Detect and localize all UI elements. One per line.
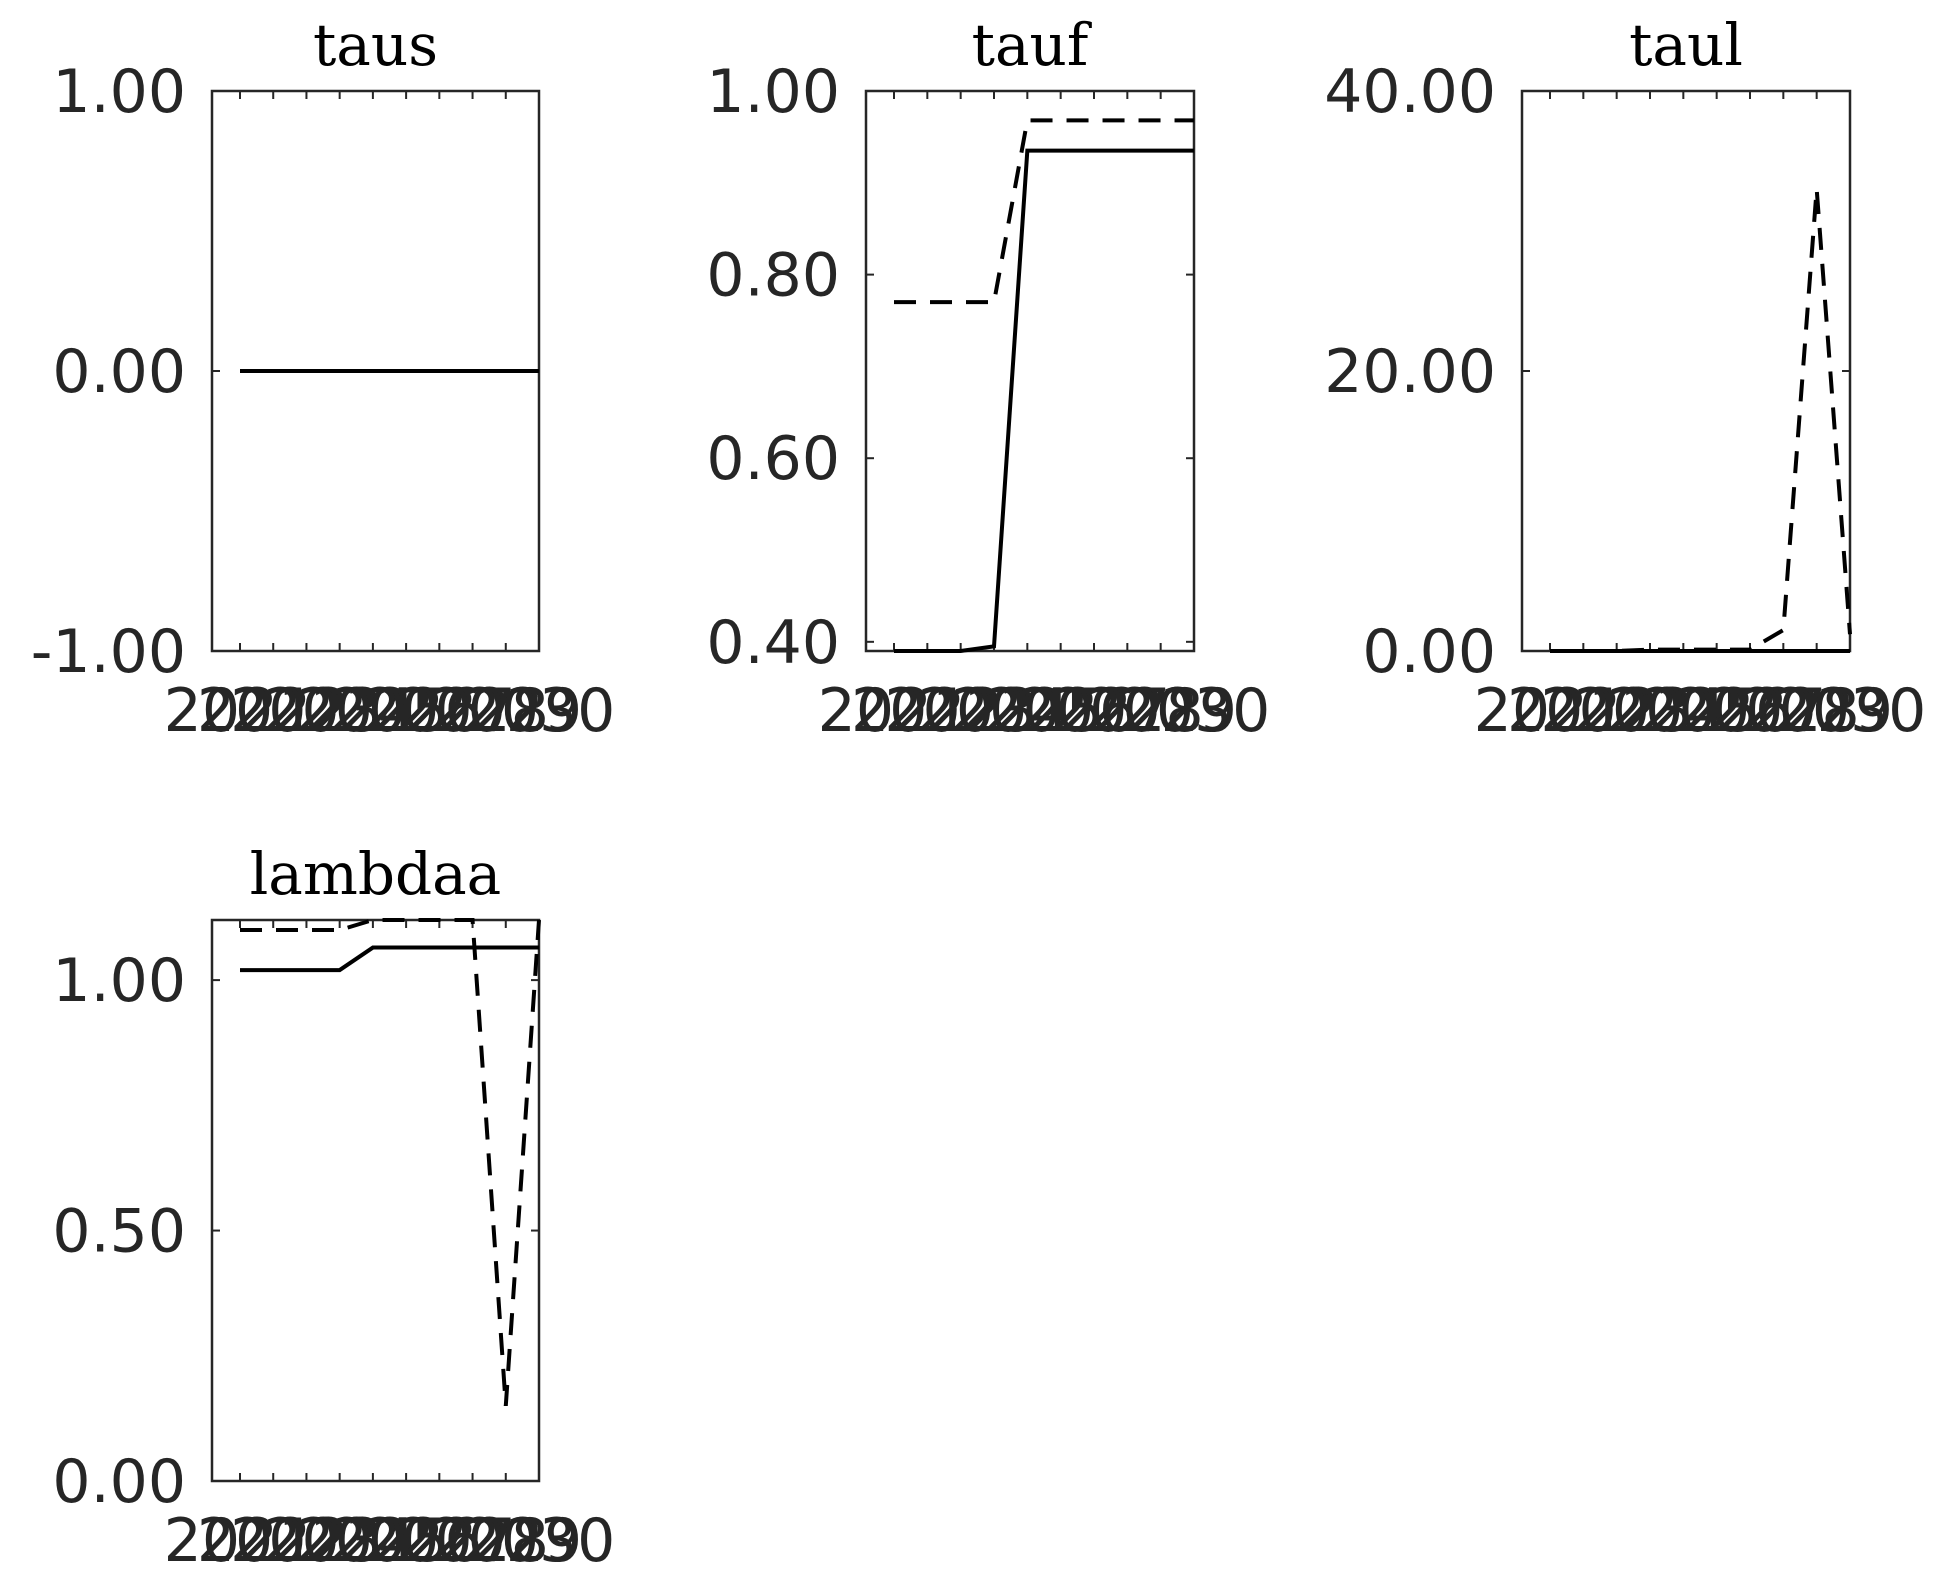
x-tick-label: 2028 <box>396 1506 549 1576</box>
x-tick-label: 2028 <box>1707 676 1860 746</box>
x-tick-label: 2023 <box>230 676 383 746</box>
x-tick-label: 2021 <box>818 676 971 746</box>
x-tick-label: 2030 <box>1118 676 1271 746</box>
y-tick-label: 0.00 <box>52 337 186 407</box>
x-tick-label: 2027 <box>363 1506 516 1576</box>
series-line-dashed <box>240 918 541 1407</box>
x-tick-label: 2024 <box>263 676 416 746</box>
x-tick-label: 2028 <box>396 676 549 746</box>
y-tick-label: 0.60 <box>706 424 840 494</box>
x-tick-label: 2021 <box>164 676 317 746</box>
y-tick-label: -1.00 <box>31 617 186 687</box>
y-tick-label: 0.80 <box>706 241 840 311</box>
x-tick-label: 2026 <box>1640 676 1793 746</box>
chart-panel-taus: taus -1.00 0.00 1.00 20212022202320242025202… <box>31 11 616 746</box>
y-tick-label: 0.00 <box>52 1447 186 1517</box>
x-tick-label: 2024 <box>263 1506 416 1576</box>
x-tick-label: 2030 <box>1774 676 1927 746</box>
x-tick-label: 2025 <box>1607 676 1760 746</box>
x-tick-label: 2025 <box>297 676 450 746</box>
x-tick-label: 2030 <box>463 1506 616 1576</box>
chart-title: taul <box>1629 11 1743 79</box>
y-tick-label: 0.40 <box>706 608 840 678</box>
x-tick-label: 2024 <box>918 676 1071 746</box>
x-tick-label: 2023 <box>1540 676 1693 746</box>
x-tick-label: 2029 <box>1740 676 1893 746</box>
x-tick-label: 2027 <box>363 676 516 746</box>
chart-title: taus <box>313 11 438 79</box>
x-tick-label: 2024 <box>1574 676 1727 746</box>
x-tick-label: 2029 <box>429 676 582 746</box>
plot-frame <box>1520 89 1852 653</box>
series-line-solid <box>894 148 1194 653</box>
y-tick-label: 40.00 <box>1324 57 1496 127</box>
chart-panel-taul: taul 0.00 20.00 40.00 2021202220232024202520… <box>1324 11 1926 746</box>
x-tick-label: 2022 <box>197 1506 350 1576</box>
x-tick-label: 2027 <box>1674 676 1827 746</box>
x-tick-label: 2021 <box>1474 676 1627 746</box>
y-tick-label: 1.00 <box>52 946 186 1016</box>
x-tick-label: 2027 <box>1018 676 1171 746</box>
chart-panel-lambdaa: lambdaa 0.00 0.50 1.00 202120222023202420252… <box>52 840 615 1576</box>
y-tick-label: 1.00 <box>706 57 840 127</box>
x-tick-label: 2028 <box>1051 676 1204 746</box>
chart-title: lambdaa <box>250 840 502 908</box>
chart-title: tauf <box>972 11 1092 79</box>
x-tick-label: 2021 <box>164 1506 317 1576</box>
series-line-dashed <box>1550 188 1852 653</box>
plot-frame <box>864 89 1196 653</box>
x-tick-label: 2022 <box>1507 676 1660 746</box>
x-tick-label: 2026 <box>330 676 483 746</box>
x-tick-label: 2029 <box>1084 676 1237 746</box>
x-tick-label: 2022 <box>851 676 1004 746</box>
x-tick-label: 2029 <box>429 1506 582 1576</box>
chart-panel-tauf: tauf 0.40 0.60 0.80 1.00 20212022202320242025… <box>706 11 1270 746</box>
x-tick-label: 2026 <box>330 1506 483 1576</box>
x-tick-label: 2025 <box>297 1506 450 1576</box>
y-tick-label: 1.00 <box>52 57 186 127</box>
series-line-dashed <box>894 118 1194 305</box>
y-tick-label: 20.00 <box>1324 337 1496 407</box>
y-tick-label: 0.00 <box>1362 617 1496 687</box>
x-tick-label: 2022 <box>197 676 350 746</box>
x-tick-label: 2023 <box>230 1506 383 1576</box>
x-tick-label: 2023 <box>884 676 1037 746</box>
x-tick-label: 2026 <box>984 676 1137 746</box>
x-tick-label: 2030 <box>463 676 616 746</box>
series-line-solid <box>240 945 539 973</box>
x-tick-label: 2025 <box>951 676 1104 746</box>
y-tick-label: 0.50 <box>52 1197 186 1267</box>
plot-frame <box>210 918 541 1483</box>
